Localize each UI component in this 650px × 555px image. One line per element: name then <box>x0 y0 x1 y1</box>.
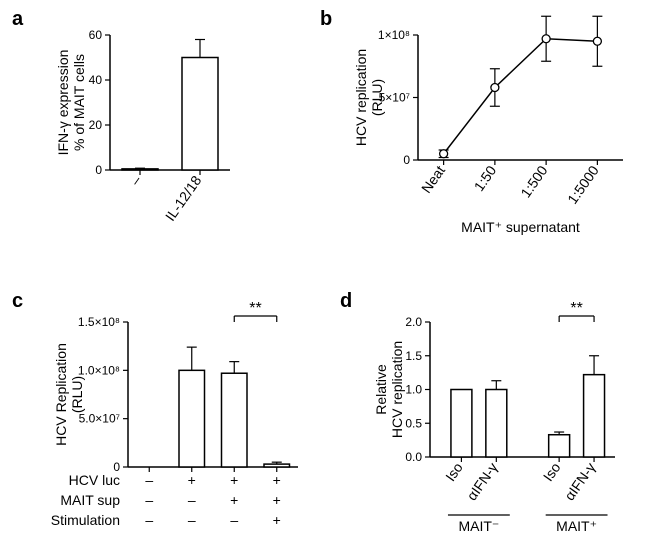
panel-label-d: d <box>340 290 352 313</box>
panel-label-b: b <box>320 8 332 31</box>
svg-text:1.0: 1.0 <box>405 383 422 397</box>
svg-text:HCV replication: HCV replication <box>389 341 405 438</box>
panel-label-c: c <box>12 290 23 313</box>
svg-text:(RLU): (RLU) <box>369 79 385 116</box>
svg-text:20: 20 <box>89 118 103 132</box>
svg-text:–: – <box>145 512 153 528</box>
svg-text:2.0: 2.0 <box>405 315 422 329</box>
svg-text:αIFN-γ: αIFN-γ <box>561 460 598 504</box>
svg-text:+: + <box>188 472 196 488</box>
svg-text:0.5: 0.5 <box>405 416 422 430</box>
svg-text:Iso: Iso <box>442 459 466 484</box>
svg-text:HCV luc: HCV luc <box>69 472 120 488</box>
svg-text:1×10⁸: 1×10⁸ <box>378 28 410 42</box>
svg-text:Neat: Neat <box>418 162 448 195</box>
svg-text:Iso: Iso <box>540 459 564 484</box>
svg-text:–: – <box>230 512 238 528</box>
svg-text:0.0: 0.0 <box>405 450 422 464</box>
svg-text:–: – <box>188 492 196 508</box>
svg-text:IFN-γ expression: IFN-γ expression <box>55 50 71 156</box>
svg-text:0: 0 <box>95 163 102 177</box>
svg-text:–: – <box>145 492 153 508</box>
svg-text:MAIT⁺ supernatant: MAIT⁺ supernatant <box>461 219 580 235</box>
svg-text:1:5000: 1:5000 <box>564 162 602 206</box>
svg-text:0: 0 <box>403 153 410 167</box>
svg-text:+: + <box>273 512 281 528</box>
svg-text:+: + <box>273 472 281 488</box>
svg-text:–: – <box>188 512 196 528</box>
svg-text:MAIT sup: MAIT sup <box>60 492 120 508</box>
svg-text:αIFN-γ: αIFN-γ <box>463 460 500 504</box>
svg-text:**: ** <box>249 300 261 317</box>
svg-text:(RLU): (RLU) <box>69 376 85 413</box>
svg-text:40: 40 <box>89 73 103 87</box>
svg-text:IL-12/18: IL-12/18 <box>162 172 205 223</box>
svg-text:Stimulation: Stimulation <box>51 512 120 528</box>
svg-text:+: + <box>230 492 238 508</box>
svg-text:HCV replication: HCV replication <box>353 49 369 146</box>
svg-text:60: 60 <box>89 28 103 42</box>
svg-text:MAIT⁻: MAIT⁻ <box>458 518 499 534</box>
chart-a: 0204060IFN-γ expression% of MAIT cells–I… <box>100 20 270 250</box>
chart-b: 05×10⁷1×10⁸HCV replication(RLU)Neat1:501… <box>408 20 638 260</box>
svg-text:+: + <box>273 492 281 508</box>
svg-text:1.5: 1.5 <box>405 349 422 363</box>
svg-text:+: + <box>230 472 238 488</box>
figure: a b c d 0204060IFN-γ expression% of MAIT… <box>0 0 650 555</box>
svg-text:**: ** <box>570 300 582 317</box>
svg-text:Relative: Relative <box>373 364 389 415</box>
chart-d: 0.00.51.01.52.0RelativeHCV replicationIs… <box>420 302 630 542</box>
svg-text:–: – <box>127 172 145 188</box>
svg-text:1:50: 1:50 <box>471 162 500 194</box>
svg-text:1.0×10⁸: 1.0×10⁸ <box>78 363 120 377</box>
svg-text:% of MAIT cells: % of MAIT cells <box>71 54 87 151</box>
svg-text:MAIT⁺: MAIT⁺ <box>556 518 597 534</box>
svg-text:–: – <box>145 472 153 488</box>
svg-text:HCV Replication: HCV Replication <box>53 343 69 446</box>
panel-label-a: a <box>12 8 23 31</box>
chart-c: 05.0×10⁷1.0×10⁸1.5×10⁸HCV Replication(RL… <box>118 302 318 547</box>
svg-text:1:500: 1:500 <box>517 162 550 200</box>
svg-text:1.5×10⁸: 1.5×10⁸ <box>78 315 120 329</box>
